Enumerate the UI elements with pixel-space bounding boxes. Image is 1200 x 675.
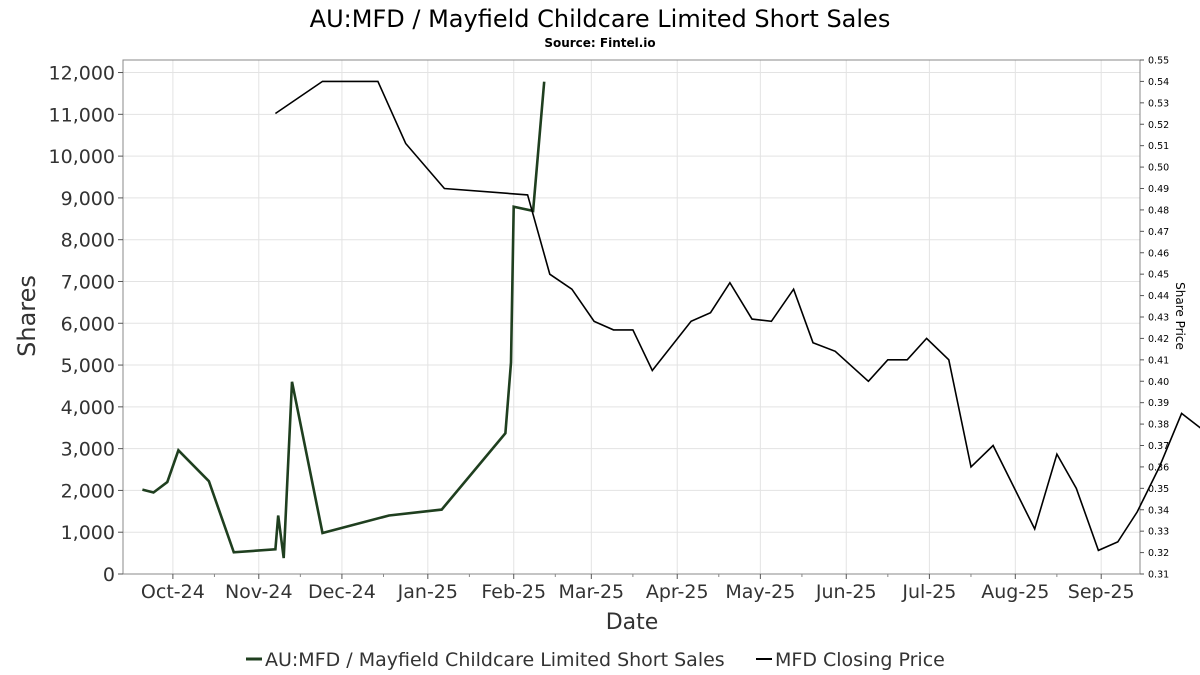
x-tick-label: Jun-25 bbox=[815, 581, 877, 603]
y2-tick-label: 0.48 bbox=[1148, 205, 1169, 216]
y2-tick-label: 0.33 bbox=[1148, 527, 1169, 538]
x-tick-label: Aug-25 bbox=[981, 581, 1049, 603]
x-tick-label: May-25 bbox=[725, 581, 795, 603]
y2-tick-label: 0.41 bbox=[1148, 355, 1169, 366]
y2-tick-label: 0.35 bbox=[1148, 484, 1169, 495]
x-tick-label: Nov-24 bbox=[225, 581, 293, 603]
x-tick-label: Jan-25 bbox=[397, 581, 458, 603]
y2-tick-label: 0.43 bbox=[1148, 313, 1169, 324]
series-line-short-sales bbox=[142, 81, 546, 559]
y-tick-label: 7,000 bbox=[61, 271, 115, 293]
y-tick-label: 12,000 bbox=[49, 63, 115, 85]
y2-tick-label: 0.31 bbox=[1148, 570, 1169, 581]
y2-tick-label: 0.44 bbox=[1148, 291, 1169, 302]
x-axis: Oct-24 Nov-24 Dec-24 Jan-25 Feb-25 Mar-25 Apr-… bbox=[141, 574, 1135, 603]
x-tick-label: Jul-25 bbox=[901, 581, 956, 603]
y2-tick-label: 0.53 bbox=[1148, 98, 1169, 109]
y2-tick-label: 0.49 bbox=[1148, 184, 1169, 195]
y-axis-right: 0.310.320.330.340.350.360.370.380.390.40… bbox=[1140, 56, 1169, 581]
y2-tick-label: 0.51 bbox=[1148, 141, 1169, 152]
y2-tick-label: 0.55 bbox=[1148, 56, 1169, 67]
grid bbox=[123, 60, 1140, 575]
y2-tick-label: 0.45 bbox=[1148, 270, 1169, 281]
y-tick-label: 5,000 bbox=[61, 355, 115, 377]
y-tick-label: 2,000 bbox=[61, 480, 115, 502]
x-tick-label: Mar-25 bbox=[558, 581, 624, 603]
y-tick-label: 0 bbox=[103, 564, 115, 586]
y-tick-label: 10,000 bbox=[49, 146, 115, 168]
y2-tick-label: 0.37 bbox=[1148, 441, 1169, 452]
y2-axis-label: Share Price bbox=[1173, 282, 1187, 350]
x-tick-label: Sep-25 bbox=[1068, 581, 1135, 603]
y2-tick-label: 0.38 bbox=[1148, 420, 1169, 431]
y2-tick-label: 0.42 bbox=[1148, 334, 1169, 345]
y2-tick-label: 0.39 bbox=[1148, 398, 1169, 409]
y2-tick-label: 0.47 bbox=[1148, 227, 1169, 238]
x-tick-label: Apr-25 bbox=[646, 581, 709, 603]
y2-tick-label: 0.46 bbox=[1148, 248, 1169, 259]
y-tick-label: 1,000 bbox=[61, 522, 115, 544]
y2-tick-label: 0.34 bbox=[1148, 505, 1169, 516]
y2-tick-label: 0.50 bbox=[1148, 163, 1169, 174]
series-line-closing-price bbox=[274, 80, 1200, 552]
y-axis-label: Shares bbox=[13, 275, 41, 357]
chart-subtitle: Source: Fintel.io bbox=[544, 36, 655, 50]
y-tick-label: 9,000 bbox=[61, 188, 115, 210]
x-tick-label: Dec-24 bbox=[308, 581, 376, 603]
plot-area-frame bbox=[122, 59, 1141, 575]
y2-tick-label: 0.52 bbox=[1148, 120, 1169, 131]
series-lines bbox=[142, 80, 1200, 559]
y-tick-label: 4,000 bbox=[61, 397, 115, 419]
y2-tick-label: 0.32 bbox=[1148, 548, 1169, 559]
x-tick-label: Oct-24 bbox=[141, 581, 205, 603]
y-tick-label: 3,000 bbox=[61, 439, 115, 461]
legend-label-short-sales: AU:MFD / Mayfield Childcare Limited Shor… bbox=[265, 649, 725, 671]
y-tick-label: 11,000 bbox=[49, 104, 115, 126]
x-tick-label: Feb-25 bbox=[481, 581, 546, 603]
y-axis-left: 0 1,000 2,000 3,000 4,000 5,000 6,000 7,000 8,00… bbox=[49, 63, 123, 586]
legend-label-closing-price: MFD Closing Price bbox=[775, 649, 945, 671]
x-axis-label: Date bbox=[606, 610, 659, 635]
y-tick-label: 6,000 bbox=[61, 313, 115, 335]
y2-tick-label: 0.54 bbox=[1148, 77, 1169, 88]
legend: AU:MFD / Mayfield Childcare Limited Shor… bbox=[246, 649, 945, 671]
chart-title: AU:MFD / Mayfield Childcare Limited Shor… bbox=[310, 5, 891, 33]
y2-tick-label: 0.40 bbox=[1148, 377, 1169, 388]
y-tick-label: 8,000 bbox=[61, 230, 115, 252]
